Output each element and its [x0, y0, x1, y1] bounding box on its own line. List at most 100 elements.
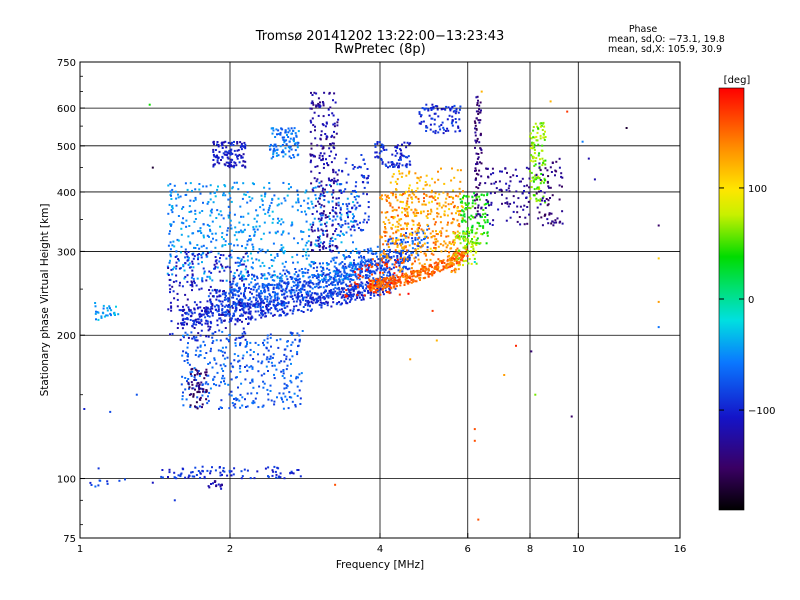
data-point	[184, 331, 187, 334]
data-point	[363, 255, 365, 258]
data-point	[272, 259, 275, 262]
data-point	[310, 241, 313, 244]
data-point	[501, 193, 503, 196]
data-point	[323, 195, 326, 198]
data-point	[379, 271, 382, 274]
data-point	[246, 201, 249, 204]
data-point	[533, 194, 536, 197]
data-point	[195, 401, 198, 404]
data-point	[542, 181, 545, 184]
data-point	[200, 232, 203, 234]
data-point	[242, 263, 245, 266]
data-point	[284, 395, 287, 398]
data-point	[189, 182, 192, 185]
data-point	[537, 187, 540, 190]
data-point	[369, 283, 372, 286]
data-point	[560, 172, 563, 175]
data-point	[207, 329, 210, 332]
data-point	[369, 249, 371, 252]
data-point	[385, 256, 388, 259]
data-point	[268, 145, 271, 148]
data-point	[447, 221, 449, 224]
data-point	[191, 281, 194, 284]
data-point	[281, 262, 284, 265]
data-point	[477, 518, 480, 521]
data-points	[83, 90, 660, 521]
data-point	[267, 466, 270, 469]
data-point	[471, 224, 474, 227]
data-point	[348, 275, 351, 278]
data-point	[233, 140, 235, 143]
data-point	[349, 291, 352, 294]
data-point	[254, 306, 257, 309]
data-point	[332, 180, 335, 183]
data-point	[255, 299, 257, 302]
data-point	[190, 276, 193, 279]
data-point	[280, 244, 283, 247]
data-point	[214, 308, 217, 311]
data-point	[356, 201, 359, 204]
data-point	[290, 470, 293, 473]
data-point	[390, 237, 393, 240]
data-point	[407, 256, 410, 259]
data-point	[478, 222, 481, 225]
data-point	[302, 306, 305, 308]
data-point	[325, 158, 327, 161]
data-point	[290, 381, 293, 384]
data-point	[229, 370, 232, 373]
data-point	[285, 269, 288, 272]
data-point	[261, 283, 264, 285]
data-point	[189, 406, 192, 408]
data-point	[240, 148, 243, 151]
data-point	[382, 279, 384, 282]
data-point	[315, 282, 318, 285]
data-point	[253, 305, 256, 307]
data-point	[543, 138, 546, 141]
data-point	[385, 286, 388, 288]
data-point	[206, 314, 209, 317]
data-point	[275, 339, 278, 342]
data-point	[259, 305, 262, 308]
data-point	[192, 323, 195, 326]
data-point	[310, 147, 313, 150]
data-point	[244, 147, 247, 150]
data-point	[246, 343, 248, 345]
data-point	[201, 323, 203, 326]
data-point	[457, 195, 460, 198]
data-point	[426, 217, 429, 219]
data-point	[481, 233, 484, 236]
data-point	[532, 180, 535, 183]
data-point	[336, 283, 339, 286]
data-point	[362, 261, 365, 264]
data-point	[382, 291, 384, 294]
data-point	[415, 209, 418, 212]
data-point	[351, 190, 354, 192]
data-point	[256, 277, 259, 280]
data-point	[180, 322, 183, 325]
data-point	[541, 197, 544, 200]
data-point	[344, 300, 347, 303]
data-point	[273, 403, 276, 406]
data-point	[485, 167, 488, 170]
data-point	[290, 157, 293, 159]
data-point	[171, 205, 174, 207]
data-point	[335, 303, 338, 306]
data-point	[290, 132, 293, 135]
data-point	[329, 271, 332, 274]
data-point	[387, 197, 390, 199]
data-point	[548, 212, 551, 215]
data-point	[273, 373, 275, 376]
data-point	[366, 168, 369, 170]
data-point	[233, 272, 236, 275]
data-point	[230, 249, 233, 252]
data-point	[304, 254, 307, 257]
data-point	[331, 134, 334, 137]
data-point	[179, 338, 182, 341]
data-point	[179, 195, 182, 198]
data-point	[380, 159, 383, 162]
data-point	[316, 293, 319, 296]
data-point	[461, 259, 464, 262]
data-point	[177, 258, 180, 261]
data-point	[389, 272, 391, 275]
data-point	[194, 188, 197, 191]
